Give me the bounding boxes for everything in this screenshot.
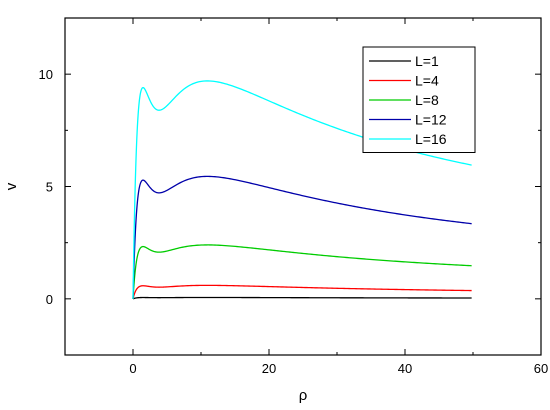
legend-label: L=8 [415,92,439,108]
x-tick-label: 0 [129,361,136,376]
series-line-l-1 [132,296,472,300]
x-tick-label: 20 [262,361,276,376]
legend-label: L=4 [415,73,439,89]
legend-label: L=16 [415,131,447,147]
y-tick-label: 0 [46,292,53,307]
series-line-l-4 [132,284,472,299]
series-line-l-8 [132,244,472,299]
legend-label: L=12 [415,112,447,128]
y-tick-label: 10 [39,67,53,82]
y-tick-label: 5 [46,180,53,195]
x-tick-label: 60 [534,361,548,376]
x-tick-label: 40 [398,361,412,376]
series-line-l-12 [132,175,472,299]
legend: L=1 L=4 L=8 L=12 L=16 [362,46,476,153]
y-axis-title: v [3,182,20,190]
ticks-layer: 0 20 40 60 0 5 10 [39,17,548,376]
legend-label: L=1 [415,53,439,69]
x-axis-title: ρ [299,387,308,404]
